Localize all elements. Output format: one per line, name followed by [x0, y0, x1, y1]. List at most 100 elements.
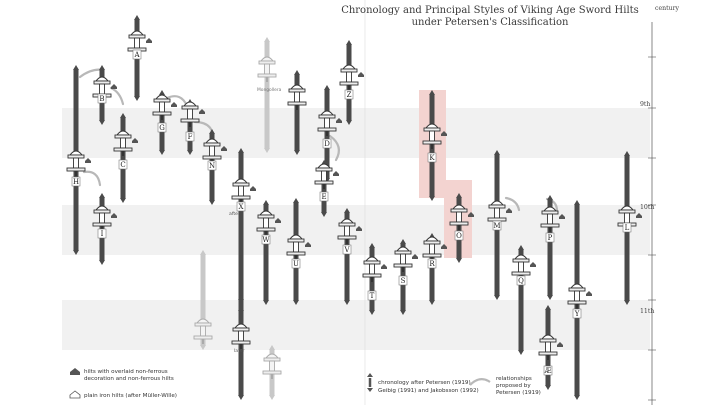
type-label-L: L — [625, 224, 630, 232]
hilt-icon-variant-0-lower-guard — [257, 73, 277, 78]
hilt-icon-R-lower-guard — [422, 253, 442, 258]
overlaid-marker-A — [146, 38, 152, 43]
chronology-bar-A-top — [134, 15, 140, 20]
overlaid-marker-K — [441, 131, 447, 136]
chronology-bar-variant-1-top — [294, 70, 300, 75]
type-label-box-I — [97, 228, 107, 239]
legend-relationships-line3: Petersen (1919) — [496, 390, 541, 396]
chronology-bar-K-top — [429, 90, 435, 95]
hilt-icon-Æ-lower-guard — [538, 351, 558, 356]
type-label-D: D — [324, 140, 330, 148]
type-label-X: X — [239, 203, 244, 211]
hilt-icon-V-grip — [344, 225, 350, 237]
chronology-bar-R-bottom — [429, 300, 435, 305]
chart-title-line2: under Petersen's Classification — [412, 17, 569, 28]
hilt-icon-F — [180, 101, 200, 127]
hilt-icon-S-grip — [400, 253, 406, 265]
chronology-bar-A-bottom — [134, 96, 140, 101]
type-label-box-Q — [516, 275, 526, 286]
hilt-icon-I-lower-guard — [92, 222, 112, 227]
overlaid-marker-F — [199, 109, 205, 114]
type-label-box-R — [427, 258, 437, 269]
hilt-icon-C-lower-guard — [113, 147, 133, 152]
century-tick-10th: 10th — [640, 204, 654, 211]
hilt-icon-variant-2-grip — [200, 325, 206, 337]
type-label-box-D — [322, 138, 332, 149]
hilt-icon-D-grip — [324, 117, 330, 129]
type-label-P: P — [548, 234, 553, 242]
chronology-bar-M-top — [494, 150, 500, 155]
chronology-bar-icon-bottom — [367, 388, 373, 392]
type-label-Z: Z — [347, 91, 352, 99]
chronology-bar-E-top — [321, 160, 327, 165]
hilt-icon-K-lower-guard — [422, 140, 442, 145]
hilt-icon-variant-2-upper-guard — [194, 322, 212, 327]
type-label-O: O — [456, 232, 462, 240]
overlaid-marker-C — [132, 138, 138, 143]
type-labels: A B C D E F G H I K L M N O P Q R S T U V W X Y Z Æ — [71, 49, 632, 376]
type-label-G: G — [159, 124, 165, 132]
hilt-icon-E-lower-guard — [314, 180, 334, 185]
type-label-V: V — [343, 246, 350, 254]
chronology-bar-G-top — [159, 90, 165, 95]
type-label-box-Y — [572, 308, 582, 319]
chronology-bar-P-top — [547, 195, 553, 200]
hilt-icon-variant-3-upper-guard — [232, 327, 250, 332]
hilt-icon-A-grip — [134, 37, 140, 49]
hilt-icon-variant-3-grip — [238, 330, 244, 342]
hilt-icon-X-lower-guard — [231, 195, 251, 200]
hilt-icon-O-grip — [456, 211, 462, 223]
type-label-Æ: Æ — [543, 367, 551, 375]
overlaid-marker-T — [381, 264, 387, 269]
hilt-icon-T-lower-guard — [362, 273, 382, 278]
hilt-icon-variant-2 — [193, 318, 213, 344]
type-label-box-F — [185, 131, 195, 142]
type-label-box-B — [97, 93, 107, 104]
chronology-bar-V-top — [344, 208, 350, 213]
hilt-icon-C — [113, 130, 133, 156]
overlaid-marker-S — [412, 254, 418, 259]
hilt-icon-K — [422, 123, 442, 149]
hilt-icon-V-lower-guard — [337, 235, 357, 240]
type-label-T: T — [370, 292, 375, 300]
hilt-icon-Y-upper-guard — [568, 287, 586, 292]
hilt-icon-U — [286, 234, 306, 260]
type-label-box-U — [291, 258, 301, 269]
chronology-bar-G-bottom — [159, 150, 165, 155]
overlaid-marker-V — [356, 226, 362, 231]
hilt-icon-G-grip — [159, 101, 165, 113]
overlaid-marker-L — [636, 213, 642, 218]
plain-hilt-icon — [69, 390, 81, 399]
hilt-icon-O — [449, 204, 469, 230]
hilt-icon-L-grip — [624, 212, 630, 224]
type-label-box-W — [261, 234, 271, 245]
hilt-icon-Z — [339, 64, 359, 90]
chronology-bar-B-bottom — [99, 120, 105, 125]
overlaid-marker-I — [111, 213, 117, 218]
type-label-box-A — [132, 49, 142, 60]
chronology-bar-N-top — [209, 129, 215, 134]
hilt-icon-I — [92, 205, 112, 231]
hilt-icon-Z-grip — [346, 71, 352, 83]
legend-relationships: relationships proposed by Petersen (1919… — [469, 376, 541, 396]
legend-chronology-line2: Geibig (1991) and Jakobsson (1992) — [378, 388, 479, 394]
type-label-Y: Y — [574, 310, 580, 318]
type-label-box-X — [236, 201, 246, 212]
hilt-icon-U-grip — [293, 241, 299, 253]
hilt-icon-variant-4-lower-guard — [262, 370, 282, 375]
hilt-icon-variant-4-grip — [269, 360, 275, 372]
type-label-box-Æ — [543, 365, 553, 376]
hilt-icon-X — [231, 178, 251, 204]
hilt-icon-F-lower-guard — [180, 118, 200, 123]
chronology-bar-variant-4-bottom — [269, 395, 275, 400]
chart-title-line1: Chronology and Principal Styles of Vikin… — [341, 5, 639, 16]
type-label-box-P — [545, 232, 555, 243]
chronology-bar-I-bottom — [99, 260, 105, 265]
chronology-bar-U-top — [293, 198, 299, 203]
chronology-bar-Z-top — [346, 40, 352, 45]
chronology-bar-Æ-bottom — [545, 385, 551, 390]
overlaid-marker-U — [305, 242, 311, 247]
hilt-icon-variant-0-upper-guard — [258, 60, 276, 65]
century-axis-ticks — [648, 56, 656, 401]
